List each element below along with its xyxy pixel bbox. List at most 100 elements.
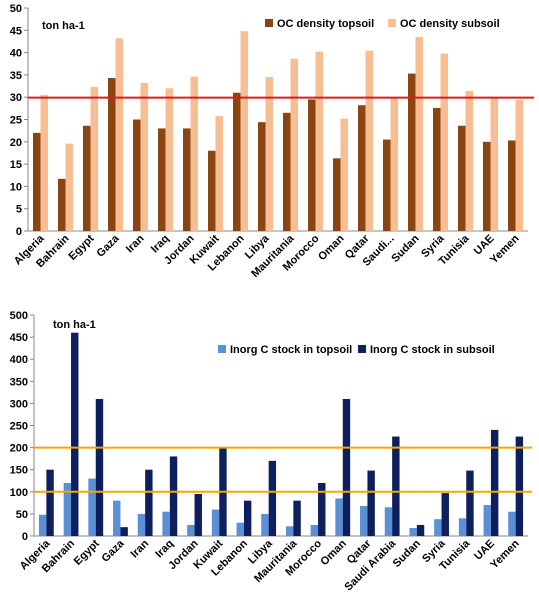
- bar-oc-density-subsoil-morocco: [315, 51, 323, 231]
- bar-inorg-c-stock-in-topsoil-libya: [261, 513, 269, 536]
- x-category-label: Gaza: [95, 232, 123, 260]
- bar-inorg-c-stock-in-topsoil-algeria: [38, 514, 47, 536]
- x-category-label: Egypt: [72, 537, 102, 567]
- bar-inorg-c-stock-in-topsoil-syria: [434, 519, 442, 536]
- bar-oc-density-subsoil-oman: [340, 118, 348, 231]
- legend-swatch: [265, 19, 273, 27]
- bar-oc-density-topsoil-tunisia: [458, 125, 466, 231]
- bar-oc-density-subsoil-kuwait: [215, 115, 223, 231]
- bar-oc-density-subsoil-iran: [140, 82, 148, 231]
- bar-inorg-c-stock-in-topsoil-mauritania: [285, 526, 294, 536]
- bar-oc-density-subsoil-jordan: [190, 76, 198, 232]
- bar-oc-density-subsoil-saudi-: [390, 97, 398, 231]
- bar-inorg-c-stock-in-subsoil-bahrain: [71, 332, 79, 536]
- y-tick-label: 40: [10, 48, 22, 60]
- bar-oc-density-topsoil-algeria: [33, 132, 41, 231]
- bar-inorg-c-stock-in-topsoil-lebanon: [236, 522, 244, 536]
- bar-oc-density-subsoil-libya: [265, 77, 273, 231]
- bar-inorg-c-stock-in-subsoil-oman: [342, 398, 351, 536]
- bar-oc-density-subsoil-egypt: [90, 86, 98, 231]
- bar-oc-density-topsoil-syria: [433, 107, 441, 231]
- bar-oc-density-subsoil-tunisia: [465, 90, 473, 232]
- y-tick-label: 300: [10, 398, 28, 410]
- oc-density-chart: 05101520253035404550AlgeriaBahrainEgyptG…: [10, 3, 534, 280]
- bar-oc-density-subsoil-lebanon: [240, 31, 248, 231]
- y-tick-label: 0: [16, 226, 22, 238]
- y-tick-label: 450: [10, 332, 28, 344]
- bar-oc-density-topsoil-kuwait: [208, 150, 216, 231]
- bar-inorg-c-stock-in-topsoil-egypt: [88, 478, 96, 536]
- x-category-label: Oman: [318, 537, 349, 568]
- bar-inorg-c-stock-in-topsoil-iraq: [162, 511, 170, 536]
- bar-inorg-c-stock-in-subsoil-morocco: [318, 482, 326, 536]
- x-category-label: Gaza: [99, 537, 127, 565]
- legend-swatch: [358, 345, 366, 353]
- y-tick-label: 5: [16, 204, 22, 216]
- y-tick-label: 250: [10, 421, 28, 433]
- x-category-label: Iran: [129, 537, 152, 560]
- inorganic-carbon-chart: 050100150200250300350400450500AlgeriaBah…: [10, 310, 532, 593]
- y-tick-label: 15: [10, 159, 22, 171]
- bar-oc-density-topsoil-gaza: [108, 78, 116, 231]
- x-category-label: Iran: [124, 232, 147, 255]
- y-tick-label: 350: [10, 376, 28, 388]
- x-category-label: Oman: [316, 232, 347, 263]
- legend-label: Inorg C stock in topsoil: [230, 344, 352, 356]
- legend-swatch: [388, 19, 396, 27]
- x-category-label: Yemen: [488, 232, 522, 266]
- bar-oc-density-topsoil-mauritania: [283, 112, 291, 231]
- bar-inorg-c-stock-in-topsoil-saudi-arabia: [384, 507, 393, 536]
- legend-swatch: [218, 345, 226, 353]
- bar-inorg-c-stock-in-subsoil-yemen: [515, 436, 524, 536]
- bar-inorg-c-stock-in-subsoil-tunisia: [466, 470, 474, 536]
- bar-inorg-c-stock-in-subsoil-uae: [490, 429, 499, 536]
- y-tick-label: 0: [22, 531, 28, 543]
- bar-inorg-c-stock-in-topsoil-yemen: [508, 511, 516, 536]
- bar-inorg-c-stock-in-subsoil-mauritania: [293, 500, 301, 536]
- y-tick-label: 25: [10, 115, 22, 127]
- bar-inorg-c-stock-in-subsoil-syria: [441, 493, 449, 536]
- bar-inorg-c-stock-in-subsoil-iran: [145, 469, 153, 536]
- bar-oc-density-topsoil-lebanon: [233, 92, 241, 232]
- y-tick-label: 35: [10, 70, 22, 82]
- x-category-label: Egypt: [67, 232, 97, 262]
- bar-inorg-c-stock-in-subsoil-egypt: [95, 398, 104, 536]
- y-tick-label: 100: [10, 487, 28, 499]
- bar-oc-density-topsoil-qatar: [358, 105, 366, 231]
- bar-oc-density-subsoil-uae: [490, 97, 498, 231]
- bar-oc-density-topsoil-jordan: [183, 128, 191, 231]
- legend-label: Inorg C stock in subsoil: [370, 344, 495, 356]
- y-tick-label: 30: [10, 92, 22, 104]
- bar-inorg-c-stock-in-topsoil-uae: [483, 505, 491, 536]
- bar-oc-density-topsoil-libya: [258, 122, 266, 231]
- x-category-label: Sudan: [391, 537, 423, 569]
- unit-label: ton ha-1: [53, 319, 96, 331]
- bar-oc-density-subsoil-iraq: [165, 88, 173, 231]
- y-tick-label: 500: [10, 310, 28, 322]
- bar-inorg-c-stock-in-subsoil-iraq: [169, 456, 178, 536]
- bar-inorg-c-stock-in-topsoil-oman: [335, 498, 343, 536]
- legend-label: OC density topsoil: [277, 18, 374, 30]
- bar-inorg-c-stock-in-topsoil-morocco: [310, 524, 319, 536]
- bar-inorg-c-stock-in-topsoil-qatar: [360, 505, 368, 536]
- bar-oc-density-topsoil-oman: [333, 158, 341, 231]
- bar-oc-density-topsoil-saudi-: [383, 139, 391, 231]
- bar-oc-density-topsoil-yemen: [508, 140, 516, 231]
- bar-oc-density-subsoil-bahrain: [65, 143, 73, 231]
- bar-inorg-c-stock-in-subsoil-qatar: [367, 470, 375, 536]
- bar-inorg-c-stock-in-subsoil-gaza: [120, 527, 128, 536]
- bar-inorg-c-stock-in-subsoil-sudan: [416, 524, 425, 536]
- bar-inorg-c-stock-in-topsoil-kuwait: [211, 509, 220, 536]
- x-category-label: Sudan: [389, 232, 421, 264]
- bar-oc-density-topsoil-sudan: [408, 73, 416, 231]
- bar-inorg-c-stock-in-subsoil-lebanon: [243, 500, 252, 536]
- y-tick-label: 150: [10, 465, 28, 477]
- bar-oc-density-topsoil-iraq: [158, 128, 166, 231]
- y-tick-label: 10: [10, 181, 22, 193]
- bar-inorg-c-stock-in-topsoil-tunisia: [458, 518, 467, 536]
- bar-oc-density-subsoil-yemen: [515, 99, 523, 231]
- bar-inorg-c-stock-in-topsoil-iran: [137, 513, 146, 536]
- bar-oc-density-topsoil-iran: [133, 119, 141, 231]
- bar-inorg-c-stock-in-topsoil-bahrain: [63, 482, 72, 536]
- bar-oc-density-topsoil-egypt: [83, 125, 91, 231]
